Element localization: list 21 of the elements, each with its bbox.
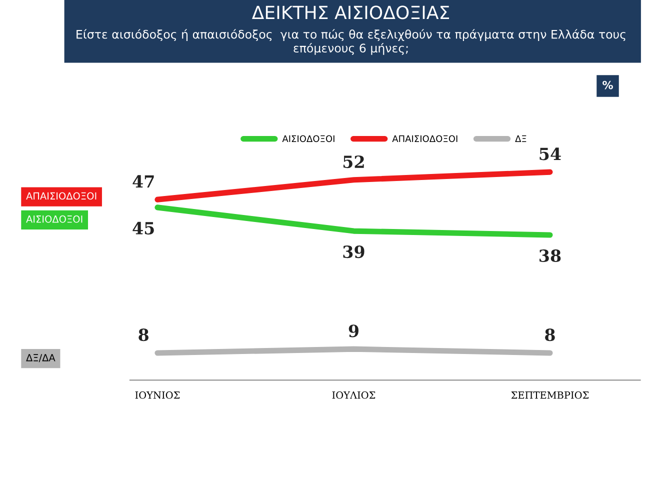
x-tick-label: ΣΕΠΤΕΜΒΡΙΟΣ [511,391,588,399]
text: ΔΞ/ΔΑ [26,354,56,362]
legend-label: ΑΙΣΙΟΔΟΞΟΙ [282,135,334,142]
chart-title: ΔΕΙΚΤΗΣ ΑΙΣΙΟΔΟΞΙΑΣ [252,6,450,20]
annotation: ΑΙΣΙΟΔΟΞΟΙ [26,215,82,223]
text: % [602,80,613,90]
data-label: 52 [343,155,364,168]
x-tick-label: ΙΟΥΛΙΟΣ [332,391,376,399]
data-label: 8 [138,328,148,342]
annotation: ΑΠΑΙΣΙΟΔΟΞΟΙ [26,192,96,200]
data-label: 9 [348,324,358,338]
x-tick-label: ΙΟΥΝΙΟΣ [135,391,180,399]
data-label: 38 [540,249,561,262]
data-label: 39 [343,245,364,258]
chart-subtitle: Είστε αισιόδοξος ή απαισιόδοξος για το πώς θα εξελιχθούν τα πράγματα στην Ελλάδα τους επόμενους 6 μήνες; [76,29,626,55]
data-label: 45 [132,222,154,234]
data-label: 54 [540,148,561,160]
legend-label: ΔΞ [515,135,526,142]
data-label: 8 [545,328,555,342]
legend-label: ΑΠΑΙΣΙΟΔΟΞΟΙ [392,135,458,142]
data-label: 47 [132,175,154,188]
